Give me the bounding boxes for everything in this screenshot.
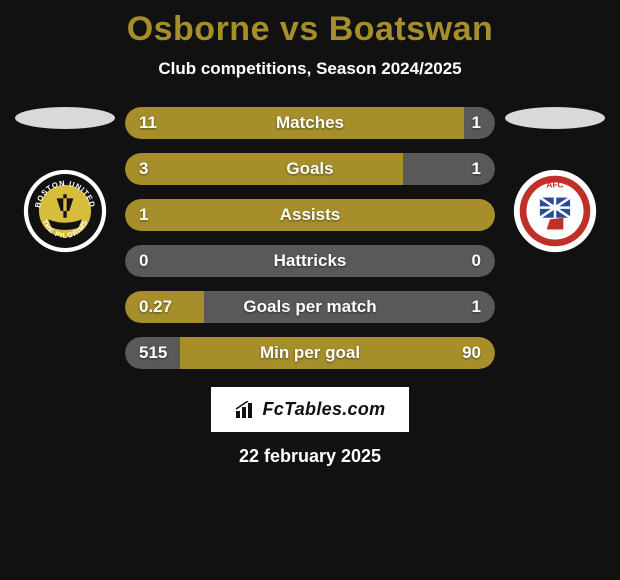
player-left-silhouette-ellipse [15,107,115,129]
player-left-column: BOSTON UNITED THE PILGRIMS [15,107,115,253]
stat-label: Matches [125,113,495,133]
date-label: 22 february 2025 [239,446,381,467]
stat-bars: 111Matches 31Goals 1Assists 00Hattricks 0.27… [125,107,495,369]
afc-fylde-crest-icon: AFC FYLDE [513,169,597,253]
page-title: Osborne vs Boatswan [127,10,494,49]
stat-row: 31Goals [125,153,495,185]
stat-row: 111Matches [125,107,495,139]
team-crest-left: BOSTON UNITED THE PILGRIMS [23,169,107,253]
svg-text:AFC: AFC [546,179,563,189]
stat-label: Min per goal [125,343,495,363]
stat-row: 0.271Goals per match [125,291,495,323]
subtitle: Club competitions, Season 2024/2025 [158,59,461,79]
stat-label: Goals per match [125,297,495,317]
stat-label: Hattricks [125,251,495,271]
stat-label: Goals [125,159,495,179]
container: Osborne vs Boatswan Club competitions, S… [0,0,620,580]
stat-row: 1Assists [125,199,495,231]
stat-row: 00Hattricks [125,245,495,277]
player-right-silhouette-ellipse [505,107,605,129]
comparison-block: BOSTON UNITED THE PILGRIMS 111Matches 31G… [0,107,620,369]
player-right-column: AFC FYLDE [505,107,605,253]
stat-row: 51590Min per goal [125,337,495,369]
stat-label: Assists [125,205,495,225]
boston-united-crest-icon: BOSTON UNITED THE PILGRIMS [23,169,107,253]
badge-text: FcTables.com [263,399,386,420]
bar-chart-icon [235,401,257,419]
fctables-badge[interactable]: FcTables.com [211,387,410,432]
team-crest-right: AFC FYLDE [513,169,597,253]
